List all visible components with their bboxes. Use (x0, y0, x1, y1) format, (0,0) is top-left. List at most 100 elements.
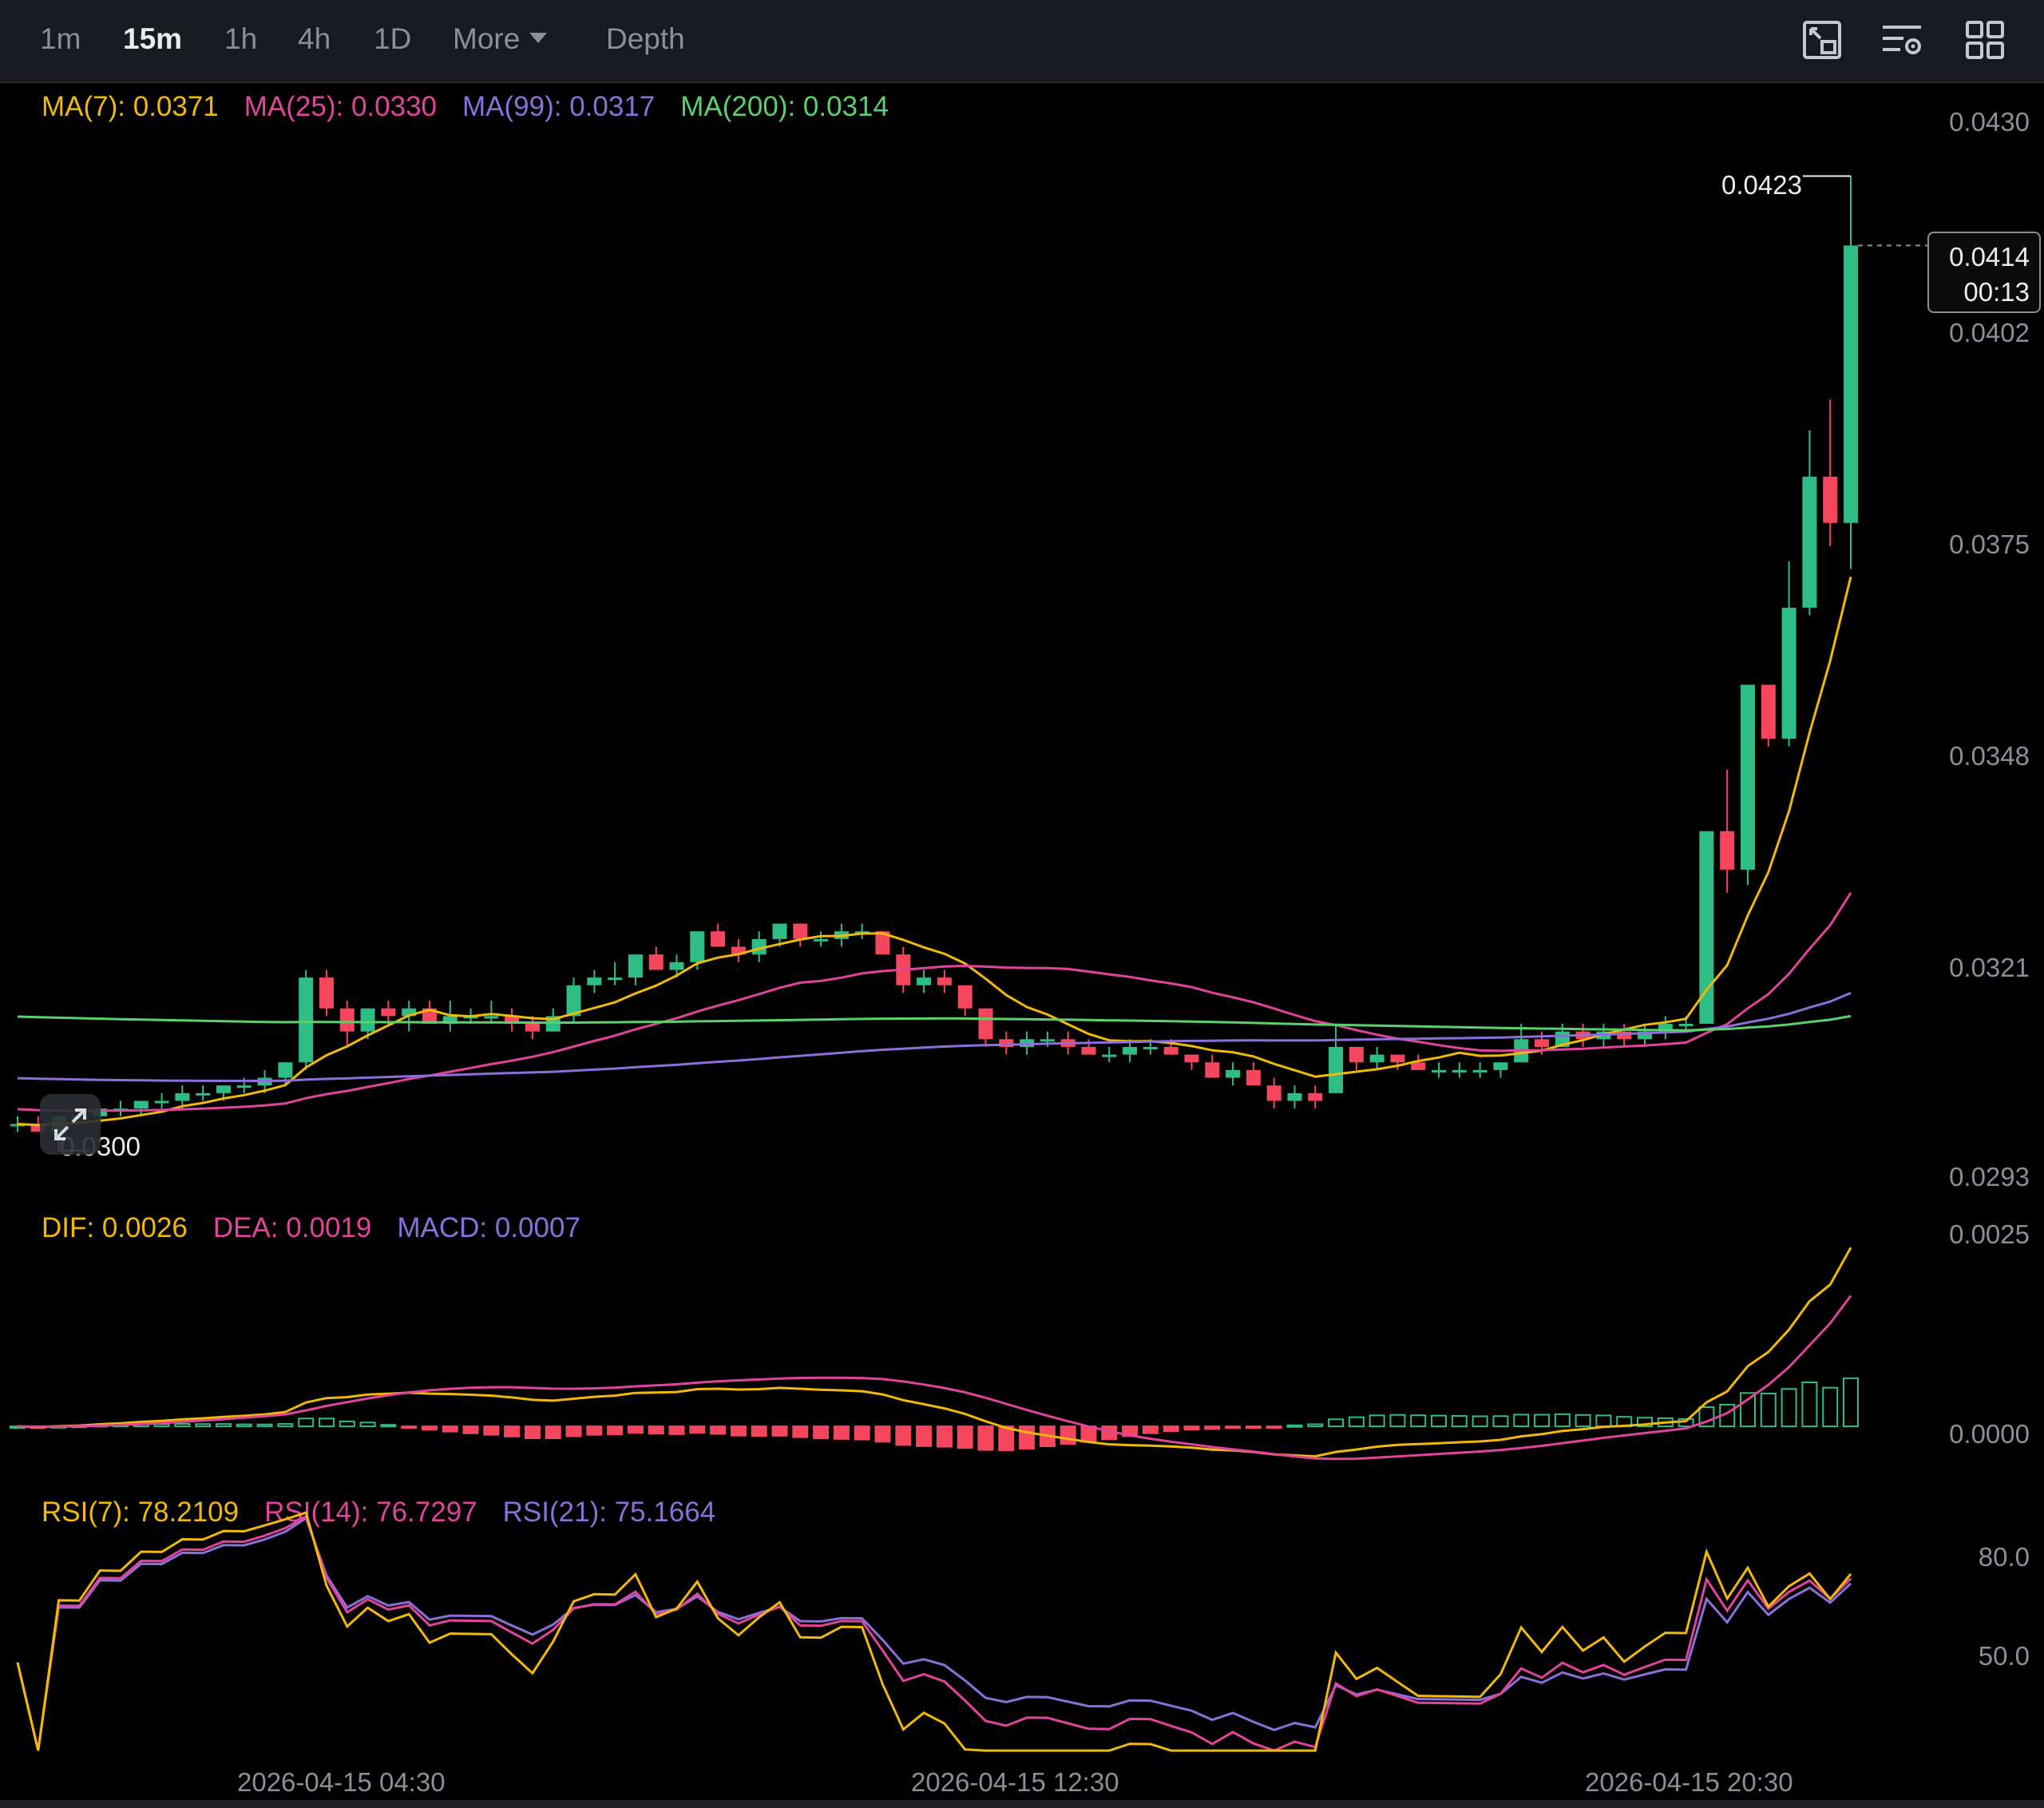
candle-body (1493, 1062, 1508, 1070)
rsi7-value: RSI(7): 78.2109 (42, 1497, 240, 1528)
ma7-line (17, 576, 1852, 1127)
macd-histogram-bar (1060, 1425, 1076, 1445)
time-axis-label: 2026-04-15 04:30 (237, 1767, 446, 1797)
candle-body (628, 954, 643, 978)
ma25-value: MA(25): 0.0330 (244, 91, 438, 122)
candle-body (1040, 1039, 1055, 1042)
candle-body (917, 977, 932, 985)
more-dropdown[interactable]: More (453, 22, 548, 56)
macd-histogram-bar (710, 1425, 727, 1435)
dif-value: DIF: 0.0026 (42, 1212, 188, 1243)
candle-body (175, 1092, 190, 1101)
macd-histogram-bar (1225, 1425, 1242, 1429)
macd-histogram-bar (874, 1425, 891, 1443)
candle-body (1802, 476, 1817, 608)
macd-histogram-bar (1740, 1392, 1757, 1428)
candle-body (1781, 607, 1796, 739)
macd-histogram-bar (916, 1425, 933, 1447)
macd-histogram-bar (483, 1425, 500, 1436)
macd-histogram-bar (195, 1423, 212, 1428)
candle-body (731, 946, 746, 955)
fullscreen-button[interactable] (40, 1094, 101, 1155)
candle-body (999, 1039, 1014, 1047)
candle-body (1143, 1046, 1158, 1049)
timeframe-1d[interactable]: 1D (374, 22, 412, 55)
candle-body (978, 1008, 993, 1040)
ma99-value: MA(99): 0.0317 (462, 91, 656, 122)
rsi-legend: RSI(7): 78.2109 RSI(14): 76.7297 RSI(21): … (42, 1497, 741, 1528)
rsi7-line (16, 1511, 1852, 1752)
candle-body (339, 1008, 355, 1032)
macd-histogram-bar (1492, 1415, 1509, 1428)
macd-histogram-bar (174, 1423, 191, 1428)
high-price-label: 0.0423 (1721, 170, 1802, 200)
candle-body (1432, 1069, 1447, 1073)
candle-body (957, 985, 972, 1009)
macd-histogram-bar (792, 1425, 809, 1438)
candle-body (1081, 1046, 1096, 1055)
candle-body (1287, 1092, 1302, 1101)
depth-tab[interactable]: Depth (606, 22, 685, 55)
chart-toolbar: 1m 15m 1h 4h 1D More Depth (0, 0, 2044, 83)
ma7-value: MA(7): 0.0371 (42, 91, 219, 122)
candle-body (505, 1016, 520, 1025)
rsi21-value: RSI(21): 75.1664 (502, 1497, 716, 1528)
ma200-line (17, 1014, 1852, 1032)
candle-body (1123, 1046, 1138, 1055)
indicator-settings-icon[interactable] (1881, 19, 1923, 61)
macd-histogram-bar (854, 1425, 870, 1441)
macd-histogram-bar (668, 1425, 685, 1435)
candle-body (1844, 245, 1858, 523)
macd-histogram-bar (1472, 1415, 1488, 1428)
candle-body (154, 1100, 169, 1104)
ma99-line (17, 992, 1852, 1082)
candle-body (236, 1085, 252, 1088)
macd-histogram-bar (1204, 1425, 1221, 1430)
candle-body (360, 1008, 375, 1032)
candle-body (1390, 1054, 1405, 1063)
candle-body (1741, 684, 1756, 870)
dif-line (17, 1247, 1852, 1458)
macd-histogram-bar (1163, 1425, 1179, 1433)
candle-body (1184, 1054, 1199, 1063)
macd-histogram-bar (277, 1423, 294, 1428)
candles (10, 176, 1858, 1140)
macd-histogram-bar (1410, 1414, 1427, 1428)
macd-histogram-bar (401, 1425, 418, 1429)
more-label: More (453, 22, 521, 55)
macd-histogram-bar (1369, 1414, 1385, 1428)
candle-body (1535, 1039, 1550, 1047)
candle-body (319, 977, 334, 1009)
price-axis-label: 0.0430 (1949, 107, 2030, 137)
chart-settings-icon[interactable] (1801, 19, 1843, 61)
current-price: 0.0414 (1949, 242, 2030, 272)
price-markers (57, 175, 1927, 1152)
candle-body (1658, 1024, 1673, 1032)
macd-histogram-bar (1637, 1417, 1654, 1428)
dea-value: DEA: 0.0019 (212, 1212, 372, 1243)
candle-body (1678, 1024, 1693, 1027)
candle-countdown: 00:13 (1963, 277, 2030, 307)
candle-body (484, 1016, 499, 1019)
macd-panel (10, 1247, 1859, 1461)
macd-histogram-bar (1142, 1425, 1159, 1434)
candle-body (381, 1008, 396, 1017)
macd-histogram-bar (813, 1425, 830, 1440)
macd-histogram-bar (586, 1425, 603, 1436)
timeframe-4h[interactable]: 4h (298, 22, 331, 55)
timeframe-1m[interactable]: 1m (40, 22, 81, 55)
timeframe-15m[interactable]: 15m (123, 22, 183, 55)
macd-histogram-bar (504, 1425, 521, 1437)
macd-histogram-bar (1431, 1414, 1448, 1428)
candle-body (1329, 1046, 1344, 1093)
macd-histogram-bar (1328, 1418, 1345, 1428)
macd-histogram-bar (462, 1425, 479, 1434)
price-axis-label: 0.0293 (1949, 1162, 2030, 1191)
expand-icon (54, 1108, 86, 1140)
macd-histogram-bar (1307, 1423, 1324, 1428)
layout-grid-icon[interactable] (1964, 19, 2006, 61)
ma25-line (17, 892, 1852, 1112)
timeframe-1h[interactable]: 1h (224, 22, 258, 55)
candle-body (566, 985, 581, 1017)
